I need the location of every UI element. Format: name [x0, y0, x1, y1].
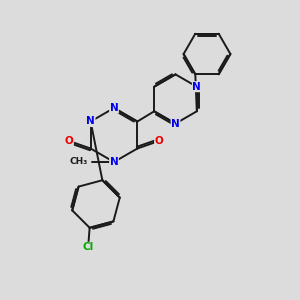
Text: N: N: [86, 116, 95, 127]
Text: Cl: Cl: [82, 242, 94, 252]
Text: N: N: [110, 103, 118, 113]
Text: N: N: [110, 157, 118, 167]
Text: O: O: [154, 136, 164, 146]
Text: O: O: [64, 136, 74, 146]
Text: N: N: [171, 118, 180, 129]
Text: CH₃: CH₃: [70, 158, 88, 166]
Text: N: N: [192, 82, 201, 92]
